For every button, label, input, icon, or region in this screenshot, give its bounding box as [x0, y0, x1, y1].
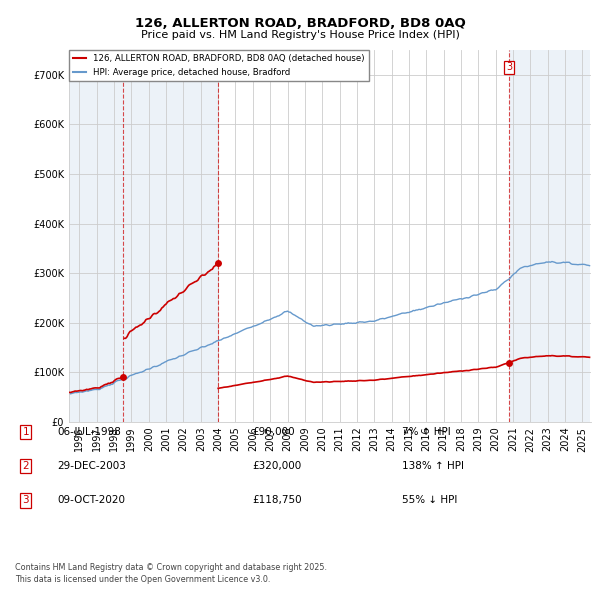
Text: 2: 2: [22, 461, 29, 471]
Text: 1: 1: [22, 427, 29, 437]
Bar: [62, 50, 123, 422]
Text: 1: 1: [120, 63, 126, 73]
Text: 3: 3: [22, 496, 29, 505]
Text: 138% ↑ HPI: 138% ↑ HPI: [402, 461, 464, 471]
Text: £118,750: £118,750: [252, 496, 302, 505]
Text: 09-OCT-2020: 09-OCT-2020: [57, 496, 125, 505]
Bar: [509, 50, 590, 422]
Text: 06-JUL-1998: 06-JUL-1998: [57, 427, 121, 437]
Text: 55% ↓ HPI: 55% ↓ HPI: [402, 496, 457, 505]
Text: 7% ↑ HPI: 7% ↑ HPI: [402, 427, 451, 437]
Text: Contains HM Land Registry data © Crown copyright and database right 2025.
This d: Contains HM Land Registry data © Crown c…: [15, 563, 327, 584]
Text: £90,000: £90,000: [252, 427, 295, 437]
Text: £320,000: £320,000: [252, 461, 301, 471]
Text: 29-DEC-2003: 29-DEC-2003: [57, 461, 126, 471]
Text: Price paid vs. HM Land Registry's House Price Index (HPI): Price paid vs. HM Land Registry's House …: [140, 30, 460, 40]
Legend: 126, ALLERTON ROAD, BRADFORD, BD8 0AQ (detached house), HPI: Average price, deta: 126, ALLERTON ROAD, BRADFORD, BD8 0AQ (d…: [69, 50, 369, 81]
Text: 3: 3: [506, 63, 512, 73]
Text: 126, ALLERTON ROAD, BRADFORD, BD8 0AQ: 126, ALLERTON ROAD, BRADFORD, BD8 0AQ: [134, 17, 466, 30]
Bar: [123, 50, 218, 422]
Text: 2: 2: [215, 63, 221, 73]
